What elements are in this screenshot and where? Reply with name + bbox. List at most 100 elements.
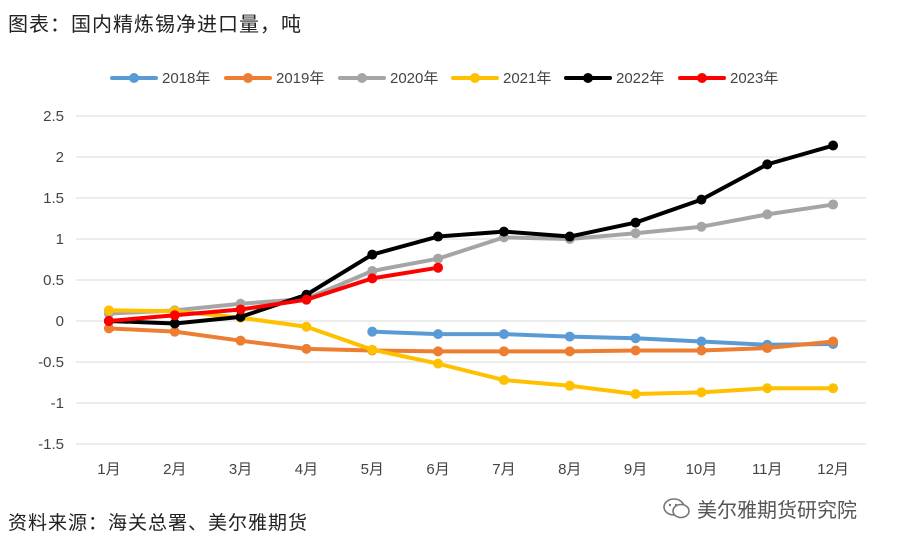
data-point [828, 199, 839, 210]
y-tick-label: 0 [56, 313, 64, 330]
x-tick-label: 7月 [492, 461, 515, 478]
x-tick-label: 5月 [361, 461, 384, 478]
data-point [301, 294, 312, 305]
data-point [696, 221, 707, 232]
series-line [106, 326, 836, 354]
legend-label: 2020年 [390, 70, 438, 87]
legend-item: 2019年 [224, 70, 324, 87]
line-chart: -1.5 -1 -0.5 0 0.5 1 1.5 2 2.5 1月 2月 3月 4月 5月 6月 7月 8月 9… [38, 70, 866, 478]
data-point [498, 226, 509, 237]
series-2019年 [103, 323, 839, 357]
data-point [433, 231, 444, 242]
data-point [696, 345, 707, 356]
legend-swatch-marker [470, 73, 480, 83]
x-tick-label: 3月 [229, 461, 252, 478]
data-point [367, 249, 378, 260]
series-line [106, 143, 836, 326]
legend-swatch-marker [129, 73, 139, 83]
x-tick-label: 4月 [295, 461, 318, 478]
y-tick-label: 2 [56, 149, 64, 166]
data-point [630, 217, 641, 228]
data-point [762, 159, 773, 170]
data-point [564, 331, 575, 342]
data-point [433, 358, 444, 369]
legend-label: 2019年 [276, 70, 324, 87]
legend-item: 2023年 [678, 70, 778, 87]
series-lines [103, 140, 839, 399]
data-point [433, 253, 444, 264]
x-tick-label: 8月 [558, 461, 581, 478]
data-point [301, 321, 312, 332]
series-line [370, 329, 836, 347]
y-tick-label: 1.5 [43, 190, 64, 207]
x-tick-label: 11月 [752, 461, 783, 478]
legend-swatch-marker [697, 73, 707, 83]
watermark-text: 美尔雅期货研究院 [697, 498, 857, 522]
legend-swatch-marker [243, 73, 253, 83]
data-point [630, 345, 641, 356]
data-point [367, 273, 378, 284]
legend: 2018年 2019年 2020年 2021年 2022年 2023年 [110, 70, 778, 87]
data-point [103, 316, 114, 326]
y-tick-label: -0.5 [38, 354, 64, 371]
data-point [169, 310, 180, 321]
y-axis-tick-labels: -1.5 -1 -0.5 0 0.5 1 1.5 2 2.5 [38, 108, 64, 453]
x-tick-label: 2月 [163, 461, 186, 478]
x-tick-label: 1月 [97, 461, 120, 478]
data-point [169, 326, 180, 337]
data-point [630, 333, 641, 344]
data-point [367, 326, 378, 337]
x-axis-tick-labels: 1月 2月 3月 4月 5月 6月 7月 8月 9月 10月 11月 12月 [97, 461, 849, 478]
series-2020年 [103, 199, 839, 319]
data-point [433, 329, 444, 340]
data-point [433, 262, 444, 273]
gridlines [76, 115, 866, 445]
data-point [762, 343, 773, 354]
data-point [498, 329, 509, 340]
x-tick-label: 9月 [624, 461, 647, 478]
series-2022年 [103, 140, 839, 329]
data-point [103, 305, 114, 316]
x-tick-label: 10月 [686, 461, 718, 478]
data-point [630, 388, 641, 399]
data-point [235, 335, 246, 346]
data-point [828, 383, 839, 394]
data-point [498, 375, 509, 386]
data-point [696, 194, 707, 205]
legend-label: 2018年 [162, 70, 210, 87]
data-point [828, 140, 839, 151]
data-point [498, 346, 509, 357]
data-point [762, 383, 773, 394]
series-2023年 [103, 262, 444, 326]
legend-swatch-marker [583, 73, 593, 83]
data-point [696, 336, 707, 347]
y-tick-label: -1.5 [38, 436, 64, 453]
data-point [696, 387, 707, 398]
y-tick-label: 2.5 [43, 108, 64, 125]
data-point [235, 304, 246, 315]
y-tick-label: 0.5 [43, 272, 64, 289]
legend-item: 2020年 [338, 70, 438, 87]
data-point [367, 344, 378, 355]
chart-title: 图表：国内精炼锡净进口量，吨 [8, 12, 302, 36]
data-point [828, 336, 839, 347]
x-tick-label: 6月 [426, 461, 449, 478]
data-point [564, 380, 575, 391]
legend-item: 2021年 [451, 70, 551, 87]
watermark: 美尔雅期货研究院 [663, 494, 857, 523]
data-point [169, 318, 180, 329]
legend-label: 2022年 [616, 70, 664, 87]
data-point [235, 311, 246, 322]
source-note: 资料来源：海关总署、美尔雅期货 [8, 512, 309, 534]
legend-swatch-marker [357, 73, 367, 83]
y-tick-label: 1 [56, 231, 64, 248]
legend-label: 2023年 [730, 70, 778, 87]
legend-item: 2022年 [564, 70, 664, 87]
legend-item: 2018年 [110, 70, 210, 87]
data-point [564, 346, 575, 357]
data-point [433, 346, 444, 357]
data-point [301, 343, 312, 354]
data-point [564, 231, 575, 242]
series-line [106, 202, 836, 316]
wechat-icon [663, 497, 690, 518]
